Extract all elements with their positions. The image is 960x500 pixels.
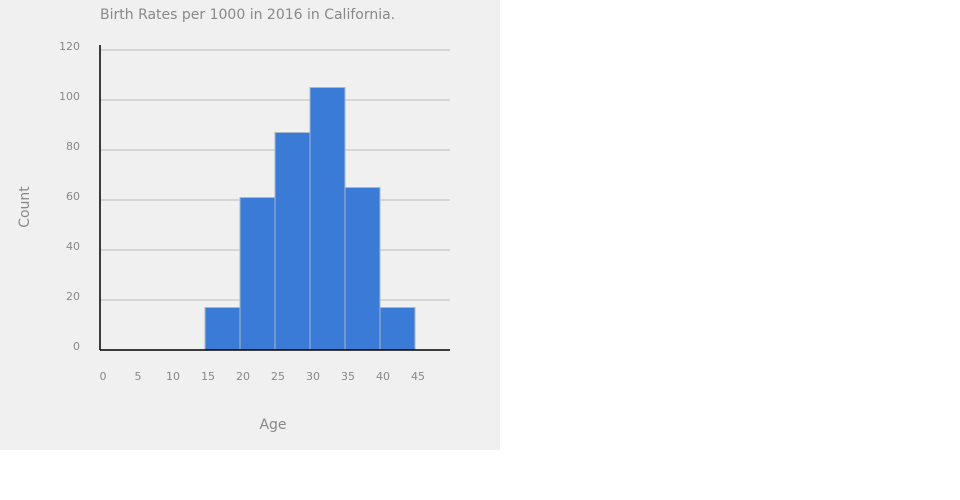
y-tick-label: 0: [73, 340, 80, 353]
bar: [204, 307, 241, 351]
bar: [379, 307, 416, 351]
bar: [274, 132, 311, 351]
y-tick-label: 40: [66, 240, 80, 253]
y-axis-label: Count: [17, 186, 33, 228]
y-tick-label: 100: [59, 90, 80, 103]
y-tick-label: 80: [66, 140, 80, 153]
chart-title: Birth Rates per 1000 in 2016 in Californ…: [100, 7, 395, 23]
x-tick-label: 0: [100, 370, 107, 383]
x-tick-label: 35: [341, 370, 355, 383]
y-tick-label: 60: [66, 190, 80, 203]
bar: [309, 87, 346, 351]
y-tick-label: 20: [66, 290, 80, 303]
y-tick-label: 120: [59, 40, 80, 53]
bar: [239, 197, 276, 351]
x-tick-label: 25: [271, 370, 285, 383]
x-tick-label: 15: [201, 370, 215, 383]
x-axis-label: Age: [259, 417, 286, 433]
x-tick-label: 30: [306, 370, 320, 383]
bar: [344, 187, 381, 351]
x-tick-label: 45: [411, 370, 425, 383]
x-tick-label: 5: [135, 370, 142, 383]
x-tick-label: 40: [376, 370, 390, 383]
x-tick-label: 10: [166, 370, 180, 383]
x-tick-label: 20: [236, 370, 250, 383]
